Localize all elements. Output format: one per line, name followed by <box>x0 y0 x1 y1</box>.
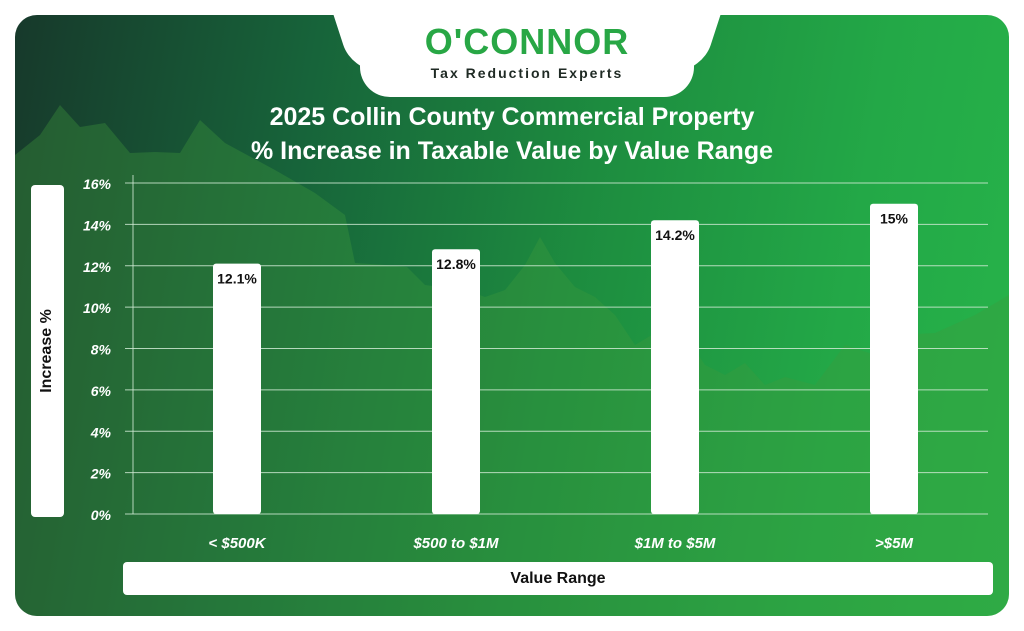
y-axis-label-box <box>31 185 64 517</box>
chart-title-line1: 2025 Collin County Commercial Property <box>269 103 755 131</box>
y-tick-label: 6% <box>91 383 112 399</box>
y-tick-label: 4% <box>90 424 112 440</box>
y-tick-label: 10% <box>83 300 112 316</box>
x-tick-label: $1M to $5M <box>634 535 716 552</box>
chart-title-line2: % Increase in Taxable Value by Value Ran… <box>251 137 773 165</box>
logo-tab: O'CONNOR Tax Reduction Experts <box>360 15 694 97</box>
bar <box>870 203 918 514</box>
brand-tagline: Tax Reduction Experts <box>430 65 624 81</box>
y-tick-label: 2% <box>90 466 112 482</box>
x-tick-label: >$5M <box>875 535 913 552</box>
y-tick-label: 12% <box>83 259 112 275</box>
bar-value-label: 14.2% <box>655 227 695 243</box>
x-axis-label-box <box>123 562 993 595</box>
bar-value-label: 12.8% <box>436 256 476 272</box>
chart-card: O'CONNOR Tax Reduction Experts <box>15 15 1009 616</box>
bar <box>432 249 480 514</box>
x-tick-label: $500 to $1M <box>412 535 499 552</box>
bar <box>213 263 261 514</box>
x-tick-label: < $500K <box>208 535 266 552</box>
bar-value-label: 15% <box>880 211 909 227</box>
bar-value-label: 12.1% <box>217 271 257 287</box>
y-tick-label: 16% <box>83 176 112 192</box>
y-tick-label: 8% <box>91 342 112 358</box>
background-city-silhouette <box>15 105 1009 616</box>
x-axis-label: Value Range <box>510 570 606 587</box>
y-tick-label: 14% <box>83 217 112 233</box>
bar <box>651 220 699 515</box>
brand-logo: O'CONNOR <box>424 21 630 62</box>
y-tick-label: 0% <box>91 507 112 523</box>
